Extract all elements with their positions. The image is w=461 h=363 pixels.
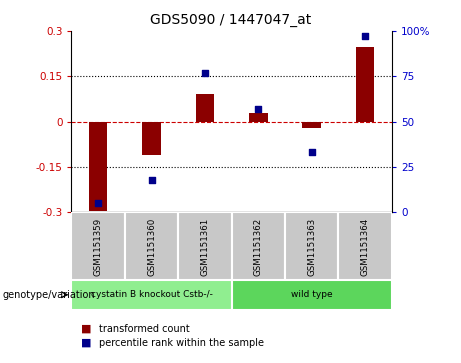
Text: cystatin B knockout Cstb-/-: cystatin B knockout Cstb-/- <box>91 290 213 299</box>
Point <box>254 106 262 112</box>
Text: wild type: wild type <box>291 290 332 299</box>
Bar <box>195 94 214 122</box>
Bar <box>231 212 285 280</box>
Point <box>308 150 315 155</box>
Bar <box>231 280 392 310</box>
Text: GSM1151364: GSM1151364 <box>361 218 370 276</box>
Text: GDS5090 / 1447047_at: GDS5090 / 1447047_at <box>150 13 311 27</box>
Text: genotype/variation: genotype/variation <box>2 290 95 300</box>
Text: GSM1151362: GSM1151362 <box>254 218 263 276</box>
Text: GSM1151359: GSM1151359 <box>94 218 103 276</box>
Bar <box>71 280 231 310</box>
Text: GSM1151361: GSM1151361 <box>201 218 209 276</box>
Bar <box>302 122 321 128</box>
Bar <box>178 212 231 280</box>
Text: transformed count: transformed count <box>99 323 190 334</box>
Text: percentile rank within the sample: percentile rank within the sample <box>99 338 264 348</box>
Bar <box>142 122 161 155</box>
Text: GSM1151360: GSM1151360 <box>147 218 156 276</box>
Point <box>201 70 209 76</box>
Bar <box>338 212 392 280</box>
Bar <box>249 113 268 122</box>
Point <box>148 177 155 183</box>
Bar <box>71 212 125 280</box>
Point <box>95 200 102 206</box>
Bar <box>356 48 374 122</box>
Text: ■: ■ <box>81 323 91 334</box>
Bar <box>285 212 338 280</box>
Text: GSM1151363: GSM1151363 <box>307 218 316 276</box>
Bar <box>125 212 178 280</box>
Bar <box>89 122 107 211</box>
Text: ■: ■ <box>81 338 91 348</box>
Point <box>361 33 369 39</box>
